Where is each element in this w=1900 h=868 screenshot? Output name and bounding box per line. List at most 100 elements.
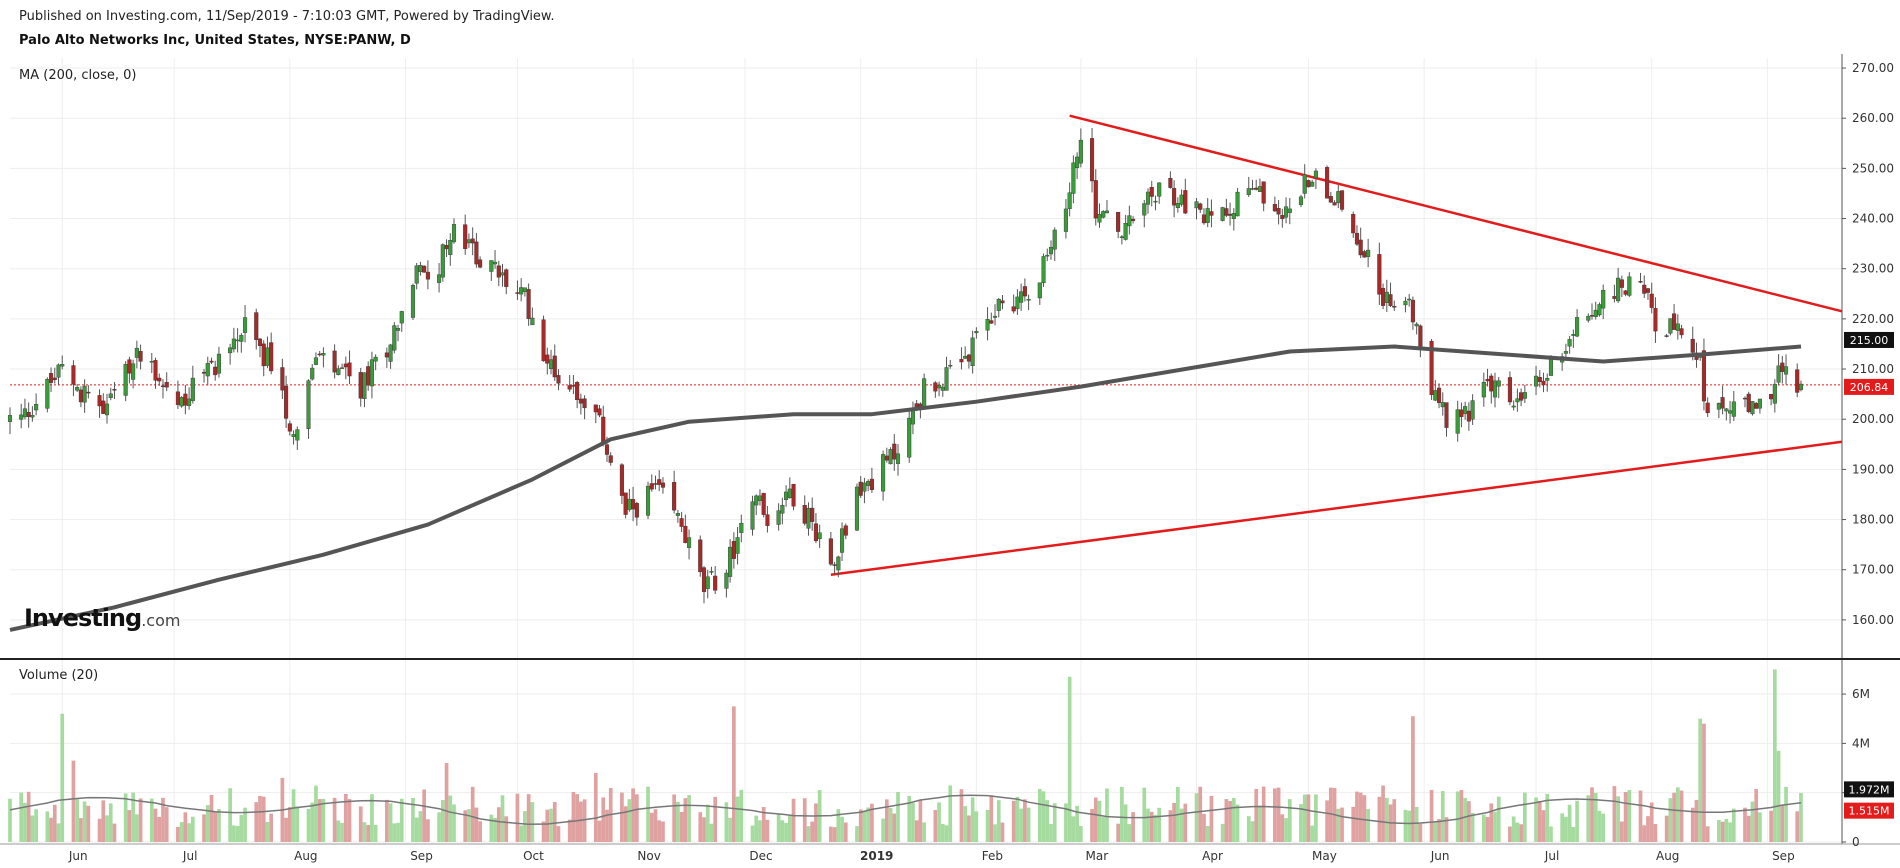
published-line: Published on Investing.com, 11/Sep/2019 …: [19, 9, 555, 24]
volume-bar: [989, 795, 994, 842]
volume-bar: [108, 803, 113, 842]
investing-logo: Investing.com: [24, 604, 180, 632]
volume-bar: [870, 803, 874, 842]
volume-bar: [855, 826, 859, 842]
volume-bar: [1481, 814, 1486, 842]
volume-bar: [1179, 808, 1184, 842]
candle-body: [1388, 294, 1393, 306]
candle-body: [127, 359, 132, 374]
volume-bar: [1440, 791, 1445, 842]
candle-body: [205, 363, 210, 377]
volume-bar: [515, 793, 520, 842]
volume-bar: [1336, 808, 1341, 842]
volume-bar: [1258, 805, 1262, 842]
candle-body: [1769, 394, 1774, 400]
candle-body: [1339, 190, 1345, 210]
candle-body: [1597, 304, 1602, 316]
volume-bar: [713, 796, 718, 842]
candle-body: [175, 391, 180, 405]
candle-body: [1209, 211, 1214, 216]
candle-body: [843, 525, 848, 536]
candle-body: [466, 239, 471, 244]
volume-bar: [1093, 797, 1098, 842]
candle-body: [1089, 138, 1095, 182]
candle-body: [1414, 323, 1419, 327]
volume-bar: [993, 824, 997, 842]
volume-bar: [970, 797, 975, 842]
candle-body: [780, 504, 785, 514]
trendline-lower[interactable]: [830, 440, 1843, 576]
candle-body: [71, 365, 76, 385]
candle-body: [332, 350, 337, 373]
volume-bar: [881, 818, 885, 842]
candle-body: [1011, 306, 1016, 312]
candle-body: [1332, 202, 1337, 206]
volume-bar: [1784, 786, 1788, 842]
candle-body: [284, 385, 289, 419]
volume-bar: [1015, 796, 1020, 842]
volume-bar: [575, 794, 579, 842]
candle-body: [1254, 187, 1259, 190]
volume-bar: [787, 815, 792, 842]
volume-bar: [1228, 801, 1232, 842]
candle-body: [1067, 192, 1072, 209]
candle-body: [1198, 203, 1203, 210]
volume-bar: [1302, 794, 1307, 842]
candle-body: [1325, 167, 1330, 199]
candle-body: [1522, 392, 1527, 399]
volume-bar: [1694, 799, 1699, 842]
candle-body: [1593, 309, 1598, 317]
candle-body: [948, 364, 953, 367]
candle-body: [187, 398, 192, 406]
candle-body: [1619, 279, 1624, 288]
ma-indicator-label[interactable]: MA (200, close, 0): [19, 68, 137, 83]
volume-bar: [911, 802, 915, 842]
x-tick-label: Jul: [182, 849, 197, 863]
volume-bar: [519, 825, 524, 842]
candle-body: [1351, 213, 1356, 234]
candle-body: [519, 287, 524, 295]
volume-bar: [657, 820, 662, 842]
candle-body: [265, 347, 270, 366]
candle-body: [425, 271, 430, 280]
volume-bar: [967, 815, 971, 842]
volume-ma-last-label-bg: [1844, 781, 1894, 798]
candle-body: [578, 398, 583, 404]
volume-bar: [985, 810, 990, 842]
candle-body: [1149, 187, 1154, 197]
volume-bar: [1328, 787, 1333, 842]
volume-bar: [291, 789, 296, 842]
candle-body: [1381, 288, 1386, 306]
volume-bar: [1049, 823, 1053, 842]
candle-body: [989, 320, 994, 324]
candle-body: [996, 298, 1001, 311]
volume-bar: [582, 799, 587, 842]
volume-indicator-label[interactable]: Volume (20): [19, 668, 99, 683]
volume-bar: [1601, 813, 1606, 842]
candle-body: [82, 385, 87, 403]
x-tick-label: May: [1312, 849, 1337, 863]
candle-body: [108, 393, 113, 398]
volume-bar: [179, 822, 184, 842]
volume-bar: [362, 822, 367, 842]
candle-body: [1354, 232, 1359, 245]
trendline-upper[interactable]: [1069, 114, 1843, 313]
volume-bar: [153, 808, 158, 842]
volume-bar: [840, 816, 844, 842]
volume-bar: [1168, 810, 1173, 842]
volume-bar: [1653, 824, 1658, 842]
volume-bar: [776, 813, 781, 842]
candle-body: [653, 483, 658, 485]
volume-bar: [261, 796, 266, 842]
candle-body: [1168, 178, 1173, 188]
y-tick-label: 260.00: [1852, 111, 1894, 125]
candle-body: [500, 272, 505, 276]
candle-body: [1586, 315, 1591, 321]
volume-bar: [996, 800, 1001, 842]
candle-body: [1746, 393, 1751, 413]
candle-body: [1075, 156, 1080, 168]
candle-body: [907, 417, 912, 458]
volume-bar: [1620, 821, 1624, 842]
volume-bar: [49, 817, 53, 842]
candle-body: [26, 412, 31, 417]
